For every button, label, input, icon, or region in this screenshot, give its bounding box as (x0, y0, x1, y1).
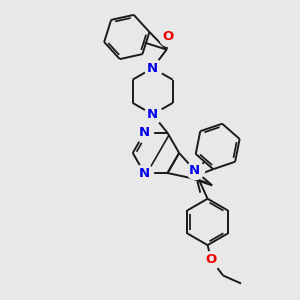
Text: N: N (139, 167, 150, 179)
Text: O: O (163, 30, 174, 44)
Text: N: N (139, 126, 150, 140)
Text: O: O (206, 253, 217, 266)
Text: N: N (189, 164, 200, 177)
Text: N: N (147, 108, 158, 121)
Text: N: N (189, 164, 200, 177)
Text: O: O (206, 253, 217, 266)
Text: O: O (163, 30, 174, 44)
Text: N: N (147, 61, 158, 75)
Text: N: N (147, 61, 158, 75)
Text: N: N (147, 108, 158, 121)
Text: N: N (139, 167, 150, 179)
Text: N: N (139, 126, 150, 140)
